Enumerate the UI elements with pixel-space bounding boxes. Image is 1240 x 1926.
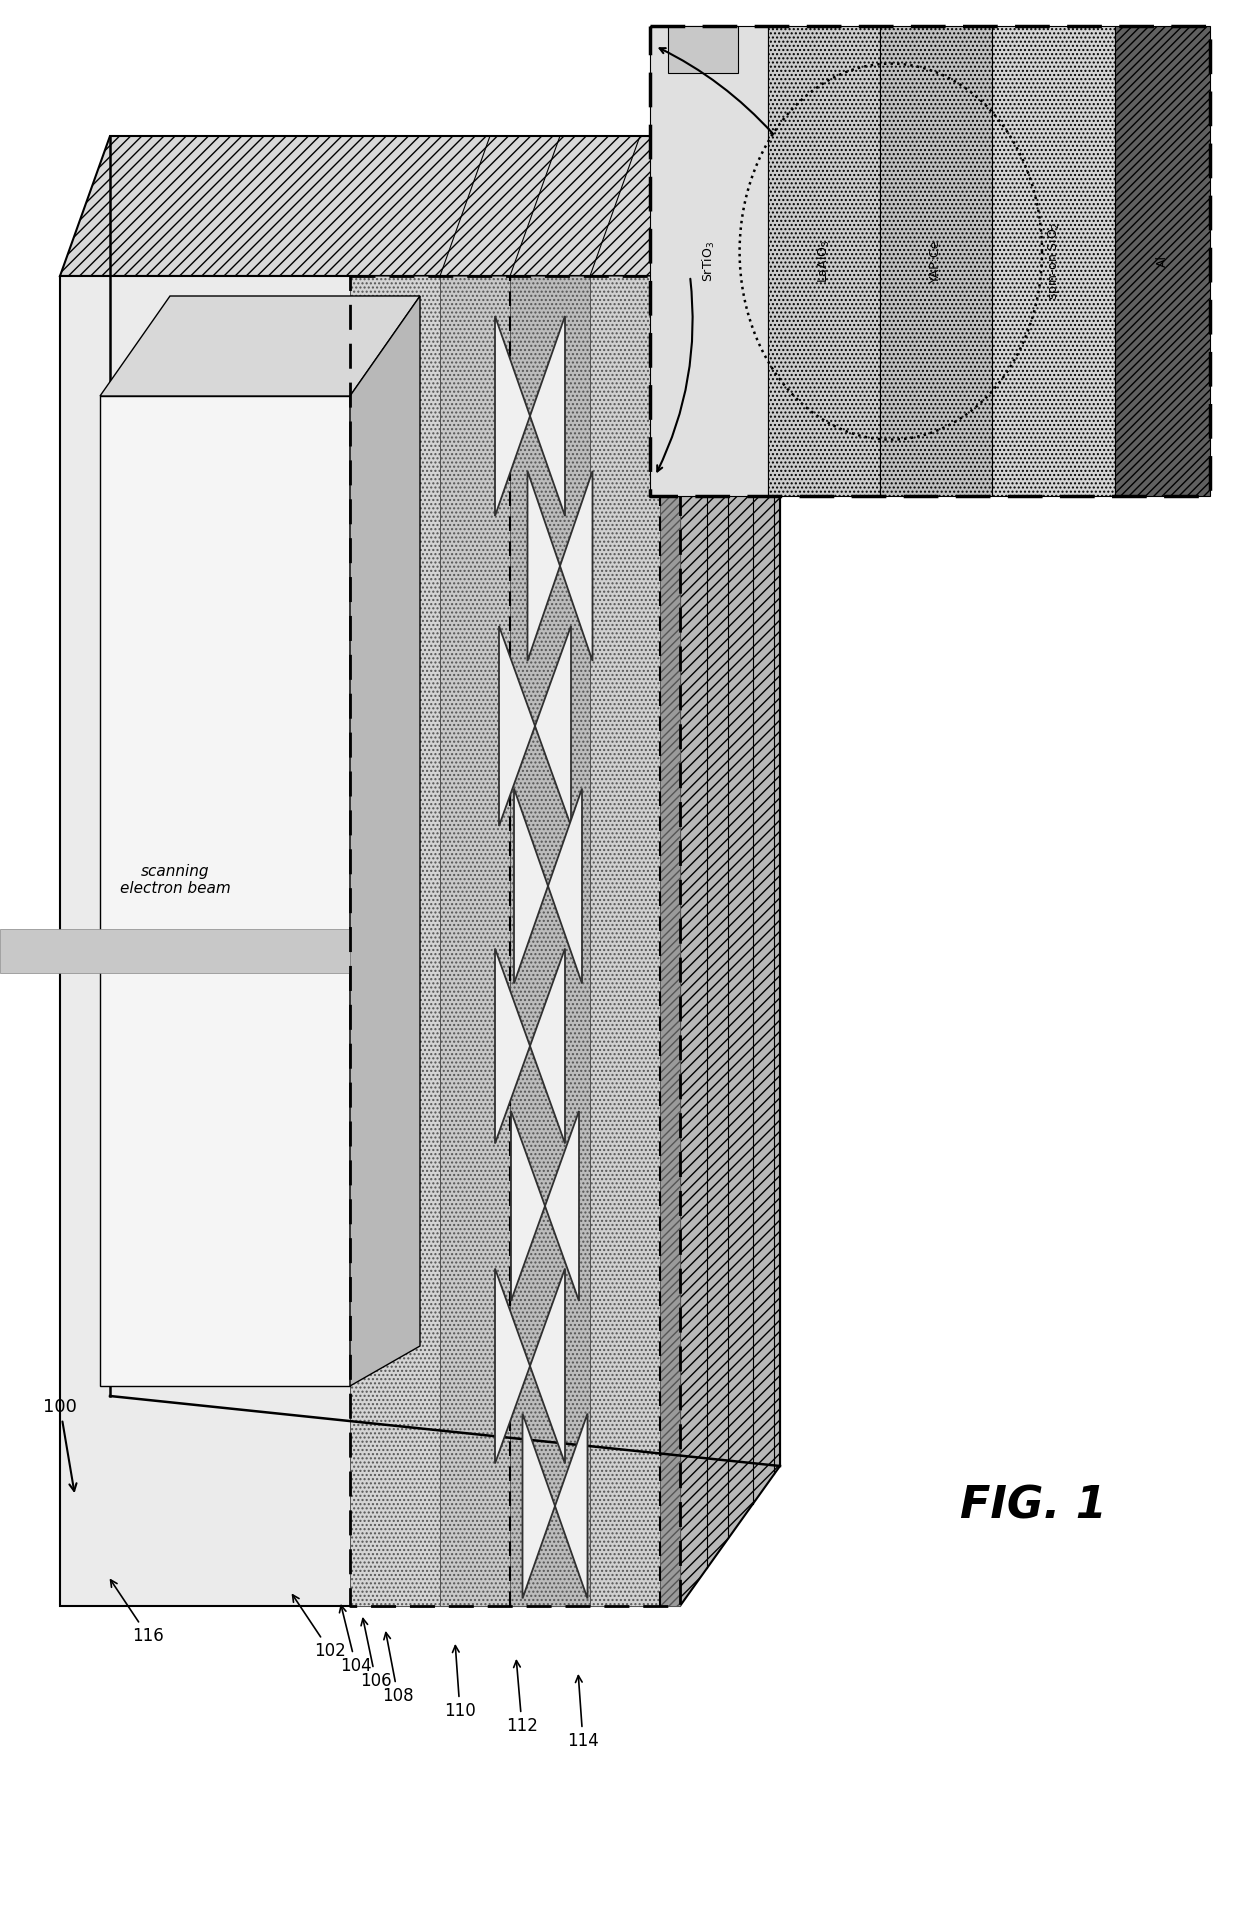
Polygon shape [100, 397, 350, 1387]
Polygon shape [556, 1414, 588, 1599]
Polygon shape [60, 275, 680, 1606]
Text: 100: 100 [43, 1398, 77, 1491]
Text: spin-on SiO$_2$: spin-on SiO$_2$ [1044, 221, 1061, 300]
Text: scanning
electron beam: scanning electron beam [119, 863, 231, 896]
Bar [667, 25, 738, 73]
Polygon shape [510, 275, 590, 1606]
Polygon shape [0, 928, 350, 973]
Polygon shape [546, 1111, 579, 1300]
Text: 116: 116 [110, 1579, 164, 1645]
Text: 112: 112 [506, 1660, 538, 1735]
Polygon shape [100, 297, 420, 397]
Text: YAP:Ce: YAP:Ce [929, 239, 942, 283]
Polygon shape [495, 1269, 529, 1464]
Bar [650, 25, 768, 497]
Text: 106: 106 [360, 1618, 392, 1689]
Bar [650, 25, 1210, 497]
Text: FIG. 1: FIG. 1 [960, 1485, 1107, 1527]
Text: LaAlO$_3$: LaAlO$_3$ [816, 239, 832, 283]
Polygon shape [590, 275, 660, 1606]
Polygon shape [534, 626, 570, 826]
Polygon shape [495, 948, 529, 1144]
Polygon shape [527, 472, 560, 661]
Polygon shape [529, 1269, 565, 1464]
Bar [879, 25, 992, 497]
Text: 108: 108 [382, 1633, 414, 1705]
Polygon shape [529, 948, 565, 1144]
Bar [1115, 25, 1210, 497]
Polygon shape [498, 626, 534, 826]
Polygon shape [560, 472, 593, 661]
Polygon shape [515, 788, 548, 984]
Text: Al: Al [1156, 254, 1169, 268]
Polygon shape [680, 137, 780, 1606]
Polygon shape [350, 297, 420, 1387]
Text: 104: 104 [340, 1606, 372, 1676]
Bar [768, 25, 879, 497]
Text: 102: 102 [293, 1595, 346, 1660]
Polygon shape [440, 275, 510, 1606]
Polygon shape [548, 788, 582, 984]
Polygon shape [350, 275, 440, 1606]
Text: 110: 110 [444, 1645, 476, 1720]
Polygon shape [660, 275, 680, 1606]
Polygon shape [522, 1414, 556, 1599]
Polygon shape [529, 316, 565, 516]
Bar [992, 25, 1115, 497]
Polygon shape [511, 1111, 546, 1300]
Polygon shape [60, 137, 780, 275]
Polygon shape [495, 316, 529, 516]
Text: SrTiO$_3$: SrTiO$_3$ [701, 241, 717, 281]
Text: 114: 114 [567, 1676, 599, 1751]
